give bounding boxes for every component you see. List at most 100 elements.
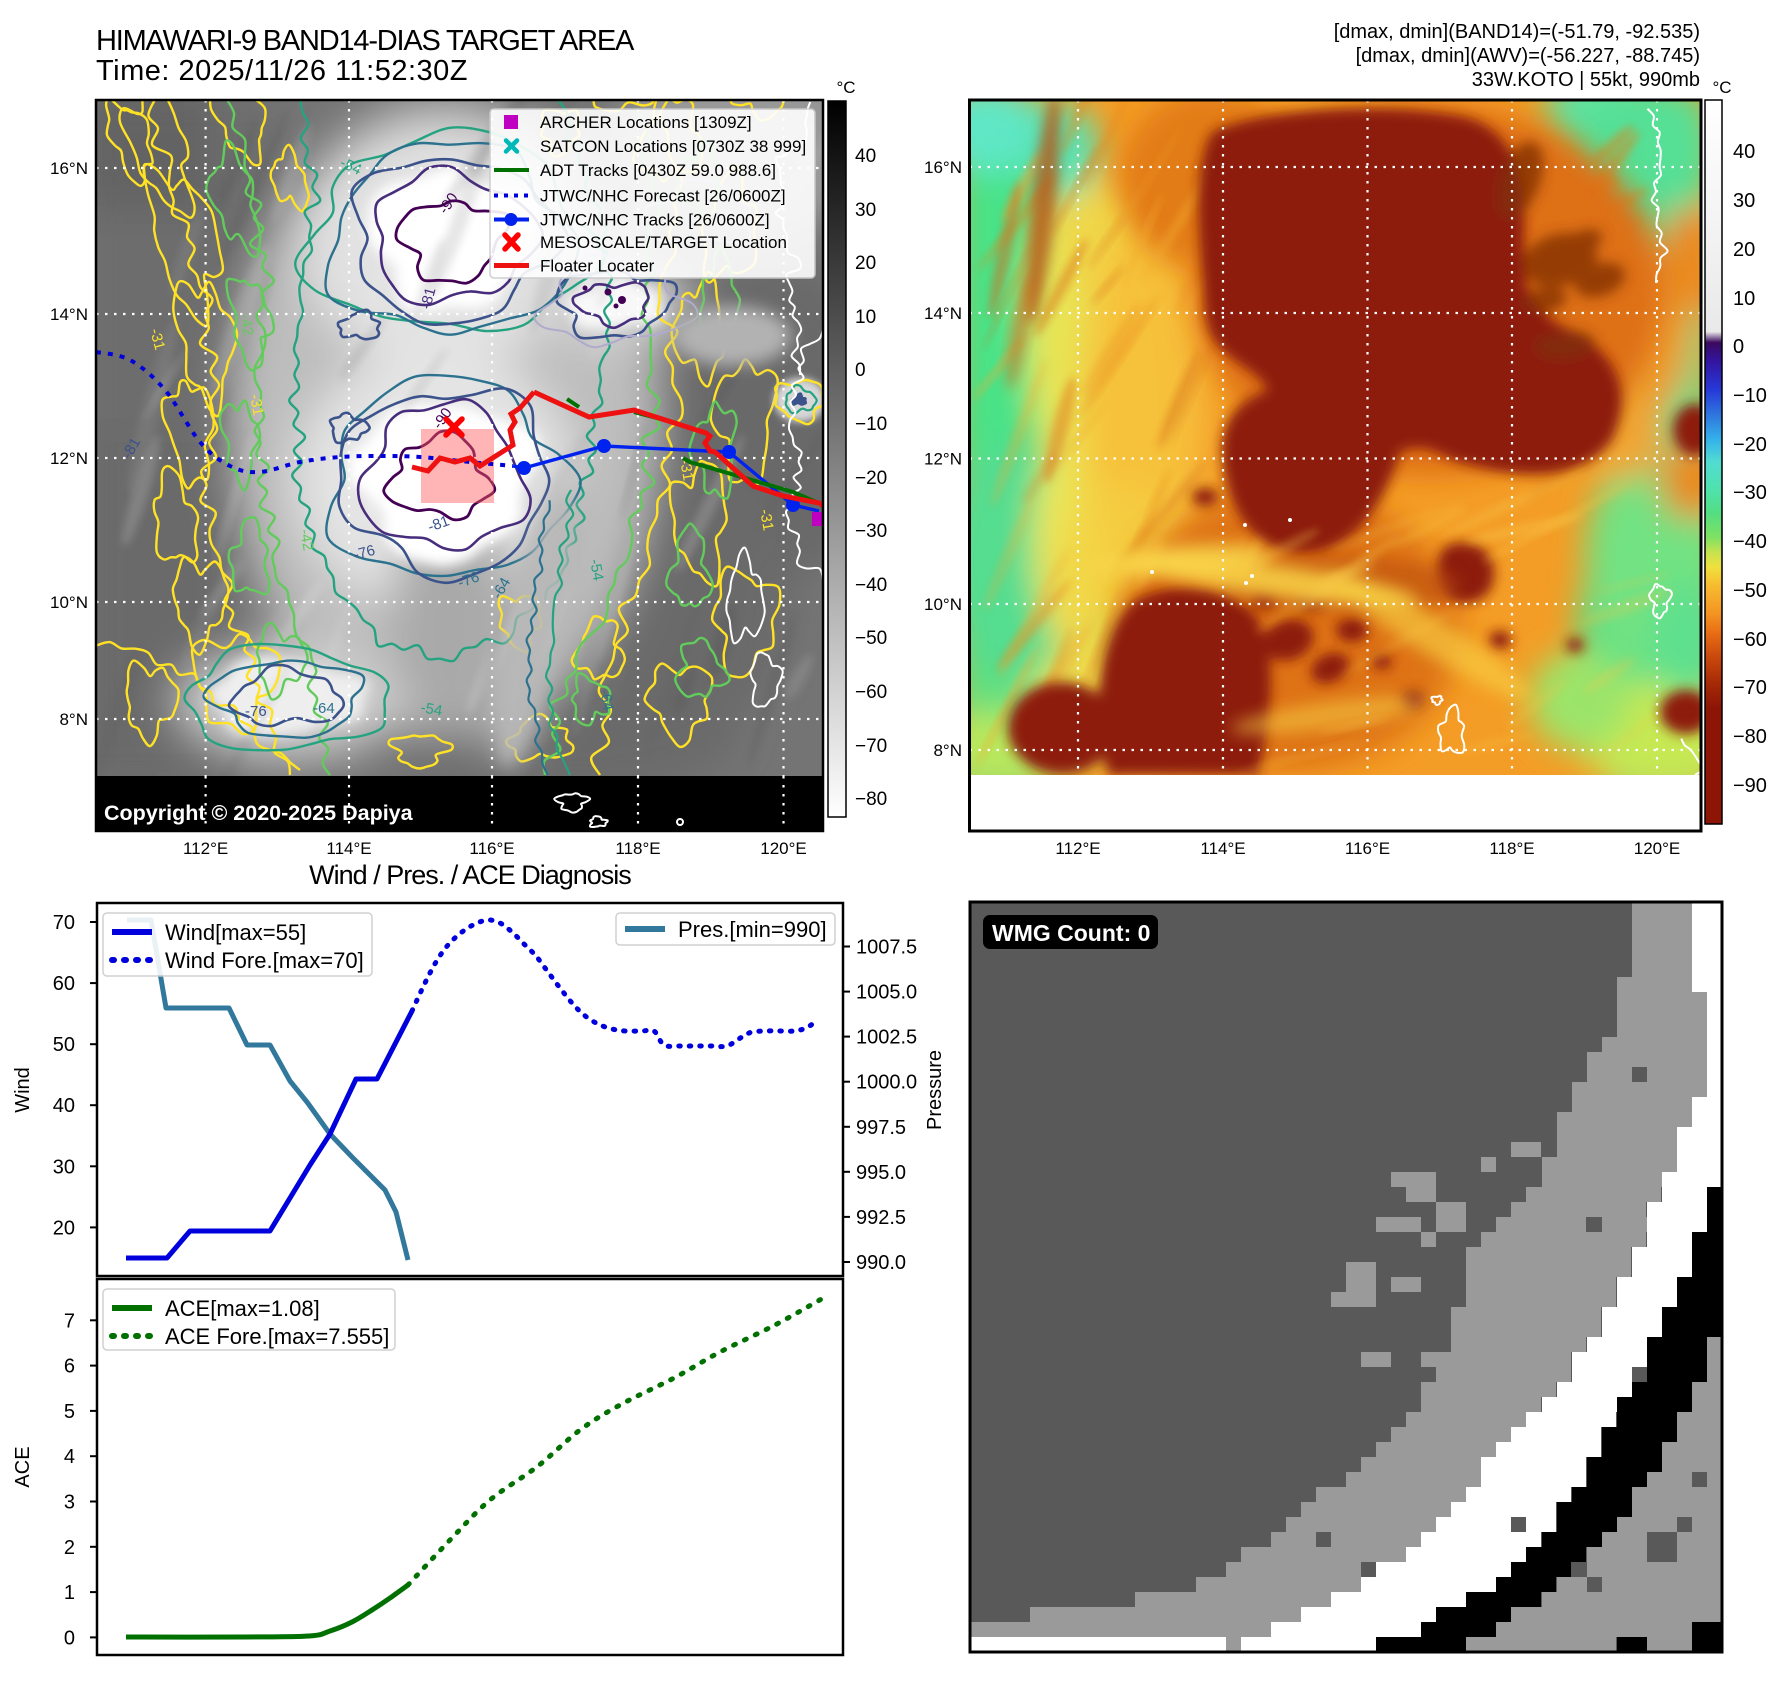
svg-text:−90: −90 xyxy=(1733,775,1767,797)
svg-text:112°E: 112°E xyxy=(183,839,228,858)
svg-text:116°E: 116°E xyxy=(469,839,514,858)
svg-text:118°E: 118°E xyxy=(1489,839,1534,858)
svg-text:ACE Fore.[max=7.555]: ACE Fore.[max=7.555] xyxy=(165,1324,389,1349)
svg-text:20: 20 xyxy=(53,1217,75,1239)
svg-text:-42: -42 xyxy=(296,528,317,552)
svg-text:WMG Count: 0: WMG Count: 0 xyxy=(992,920,1150,946)
svg-text:-31: -31 xyxy=(756,508,777,532)
svg-text:33W.KOTO | 55kt, 990mb: 33W.KOTO | 55kt, 990mb xyxy=(1472,69,1700,91)
svg-text:−20: −20 xyxy=(1733,434,1767,456)
svg-text:-76: -76 xyxy=(245,703,267,720)
svg-text:120°E: 120°E xyxy=(760,839,807,858)
svg-text:2: 2 xyxy=(64,1537,75,1559)
svg-text:JTWC/NHC Forecast [26/0600Z]: JTWC/NHC Forecast [26/0600Z] xyxy=(540,187,786,206)
svg-text:16°N: 16°N xyxy=(50,159,88,178)
svg-text:10: 10 xyxy=(1733,288,1755,310)
svg-text:12°N: 12°N xyxy=(50,449,88,468)
svg-text:Time: 2025/11/26 11:52:30Z: Time: 2025/11/26 11:52:30Z xyxy=(96,55,468,87)
svg-text:−40: −40 xyxy=(855,575,887,596)
svg-text:−60: −60 xyxy=(1733,629,1767,651)
svg-text:-54: -54 xyxy=(586,558,607,582)
svg-text:-76: -76 xyxy=(456,568,482,591)
svg-text:-81: -81 xyxy=(426,512,452,535)
svg-text:114°E: 114°E xyxy=(326,839,371,858)
svg-text:1002.5: 1002.5 xyxy=(856,1027,917,1049)
svg-text:14°N: 14°N xyxy=(924,304,962,323)
svg-text:112°E: 112°E xyxy=(1055,839,1100,858)
svg-text:6: 6 xyxy=(64,1356,75,1378)
svg-text:−20: −20 xyxy=(855,468,887,489)
svg-text:30: 30 xyxy=(855,200,876,221)
svg-text:-76: -76 xyxy=(352,542,377,564)
svg-text:3: 3 xyxy=(64,1492,75,1514)
svg-text:Pressure: Pressure xyxy=(924,1050,946,1130)
svg-text:−30: −30 xyxy=(1733,482,1767,504)
svg-text:-64: -64 xyxy=(596,688,617,712)
svg-text:30: 30 xyxy=(53,1156,75,1178)
svg-text:MESOSCALE/TARGET Location: MESOSCALE/TARGET Location xyxy=(540,233,787,252)
svg-text:Floater Locater: Floater Locater xyxy=(540,257,655,276)
svg-text:[dmax, dmin](BAND14)=(-51.79,: [dmax, dmin](BAND14)=(-51.79, -92.535) xyxy=(1334,21,1700,43)
svg-text:°C: °C xyxy=(1712,78,1731,97)
svg-text:SATCON Locations [0730Z 38 999: SATCON Locations [0730Z 38 999] xyxy=(540,137,806,156)
svg-text:990.0: 990.0 xyxy=(856,1252,906,1274)
svg-text:Copyright © 2020-2025 Dapiya: Copyright © 2020-2025 Dapiya xyxy=(104,801,414,825)
svg-text:ARCHER Locations [1309Z]: ARCHER Locations [1309Z] xyxy=(540,113,752,132)
svg-text:120°E: 120°E xyxy=(1634,839,1681,858)
svg-text:8°N: 8°N xyxy=(933,741,962,760)
svg-text:°C: °C xyxy=(836,78,855,97)
svg-text:0: 0 xyxy=(1733,336,1744,358)
svg-text:40: 40 xyxy=(53,1095,75,1117)
svg-text:118°E: 118°E xyxy=(615,839,660,858)
svg-text:1007.5: 1007.5 xyxy=(856,937,917,959)
svg-text:995.0: 995.0 xyxy=(856,1162,906,1184)
svg-text:50: 50 xyxy=(53,1034,75,1056)
svg-text:JTWC/NHC Tracks [26/0600Z]: JTWC/NHC Tracks [26/0600Z] xyxy=(540,211,770,230)
svg-text:[dmax, dmin](AWV)=(-56.227, -8: [dmax, dmin](AWV)=(-56.227, -88.745) xyxy=(1356,45,1700,67)
svg-text:20: 20 xyxy=(855,253,876,274)
svg-text:60: 60 xyxy=(53,973,75,995)
svg-text:14°N: 14°N xyxy=(50,305,88,324)
svg-text:−10: −10 xyxy=(1733,385,1767,407)
svg-text:-54: -54 xyxy=(419,699,443,720)
svg-text:Wind: Wind xyxy=(12,1067,34,1113)
svg-text:997.5: 997.5 xyxy=(856,1117,906,1139)
svg-text:−70: −70 xyxy=(855,736,887,757)
svg-text:−70: −70 xyxy=(1733,677,1767,699)
svg-text:1000.0: 1000.0 xyxy=(856,1072,917,1094)
svg-text:992.5: 992.5 xyxy=(856,1207,906,1229)
svg-text:10°N: 10°N xyxy=(50,593,88,612)
svg-text:1: 1 xyxy=(64,1582,75,1604)
svg-text:12°N: 12°N xyxy=(924,450,962,469)
svg-text:4: 4 xyxy=(64,1446,75,1468)
svg-text:Wind[max=55]: Wind[max=55] xyxy=(165,920,306,945)
svg-text:0: 0 xyxy=(855,360,866,381)
svg-text:ACE[max=1.08]: ACE[max=1.08] xyxy=(165,1296,320,1321)
svg-text:5: 5 xyxy=(64,1401,75,1423)
svg-text:70: 70 xyxy=(53,912,75,934)
svg-text:0: 0 xyxy=(64,1627,75,1649)
svg-text:-42: -42 xyxy=(236,313,257,337)
svg-text:Wind Fore.[max=70]: Wind Fore.[max=70] xyxy=(165,948,364,973)
svg-text:Pres.[min=990]: Pres.[min=990] xyxy=(678,917,827,942)
svg-text:−60: −60 xyxy=(855,682,887,703)
svg-text:Wind / Pres. / ACE Diagnosis: Wind / Pres. / ACE Diagnosis xyxy=(309,860,631,890)
svg-text:−80: −80 xyxy=(855,789,887,810)
svg-text:8°N: 8°N xyxy=(59,710,88,729)
svg-text:40: 40 xyxy=(1733,141,1755,163)
svg-text:−10: −10 xyxy=(855,414,887,435)
svg-text:1005.0: 1005.0 xyxy=(856,982,917,1004)
svg-text:−80: −80 xyxy=(1733,726,1767,748)
svg-text:114°E: 114°E xyxy=(1200,839,1245,858)
svg-text:HIMAWARI-9 BAND14-DIAS TARGET: HIMAWARI-9 BAND14-DIAS TARGET AREA xyxy=(96,25,635,57)
svg-text:-81: -81 xyxy=(417,286,439,311)
svg-text:−40: −40 xyxy=(1733,531,1767,553)
svg-text:-31: -31 xyxy=(246,393,267,417)
svg-text:7: 7 xyxy=(64,1310,75,1332)
svg-text:−50: −50 xyxy=(855,628,887,649)
svg-text:−50: −50 xyxy=(1733,580,1767,602)
svg-text:ADT Tracks [0430Z 59.0 988.6]: ADT Tracks [0430Z 59.0 988.6] xyxy=(540,161,776,180)
svg-text:-64: -64 xyxy=(313,700,335,717)
svg-text:10°N: 10°N xyxy=(924,595,962,614)
svg-text:20: 20 xyxy=(1733,239,1755,261)
